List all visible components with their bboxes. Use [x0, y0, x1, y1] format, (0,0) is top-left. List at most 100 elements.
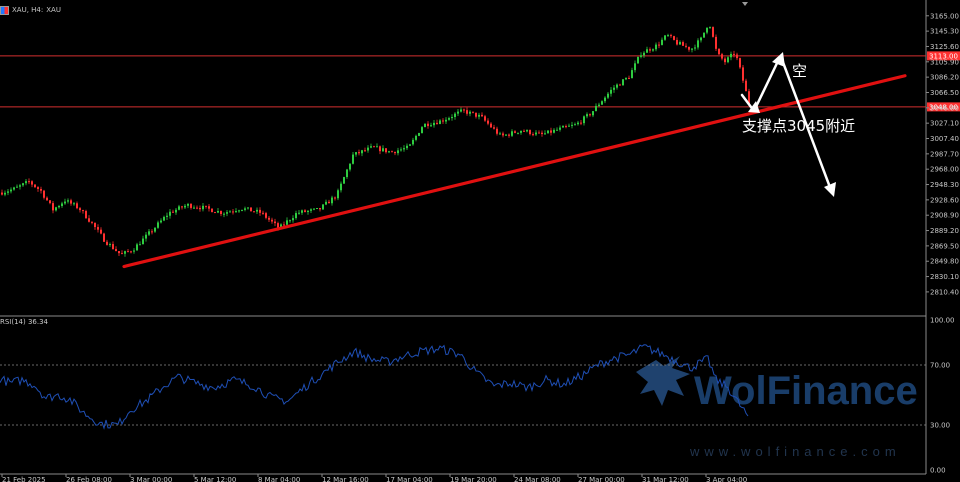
- bull-candle: [571, 124, 573, 126]
- bear-candle: [745, 80, 747, 92]
- trade-path-arrows: [740, 52, 836, 197]
- bull-candle: [340, 183, 342, 191]
- target-arrow-head-icon: [824, 182, 836, 197]
- bear-candle: [532, 134, 534, 136]
- time-tick-label: 19 Mar 20:00: [450, 476, 497, 482]
- bear-candle: [76, 203, 78, 209]
- support-trendline[interactable]: [122, 74, 907, 269]
- bear-candle: [688, 46, 690, 50]
- trendline-group: [122, 74, 907, 269]
- bull-candle: [409, 144, 411, 146]
- bull-candle: [160, 220, 162, 223]
- bull-candle: [256, 209, 258, 212]
- bull-candle: [679, 42, 681, 45]
- bull-candle: [568, 125, 570, 127]
- bull-candle: [298, 212, 300, 214]
- bear-candle: [628, 77, 630, 79]
- price-tick-label: 2928.60: [930, 196, 959, 204]
- bull-candle: [223, 213, 225, 215]
- bull-candle: [217, 211, 219, 213]
- bear-candle: [214, 212, 216, 214]
- bear-candle: [328, 201, 330, 204]
- bull-candle: [301, 210, 303, 213]
- bull-candle: [349, 163, 351, 170]
- bull-candle: [331, 197, 333, 204]
- bear-candle: [40, 188, 42, 191]
- bull-candle: [499, 133, 501, 135]
- time-tick-label: 17 Mar 04:00: [386, 476, 433, 482]
- bear-candle: [43, 190, 45, 198]
- bull-candle: [64, 201, 66, 204]
- bull-candle: [61, 203, 63, 207]
- bear-candle: [118, 251, 120, 254]
- watermark-url: www.wolfinance.com: [689, 444, 901, 459]
- price-tick-label: 2968.00: [930, 166, 959, 174]
- time-tick-label: 21 Feb 2025: [2, 476, 46, 482]
- bear-candle: [49, 200, 51, 204]
- short-annotation: 空: [792, 62, 807, 80]
- bear-candle: [259, 209, 261, 213]
- bull-candle: [592, 111, 594, 116]
- bull-candle: [610, 89, 612, 94]
- bear-candle: [529, 130, 531, 135]
- bull-candle: [469, 111, 471, 114]
- bull-candle: [664, 35, 666, 40]
- bull-candle: [4, 192, 6, 195]
- bull-candle: [25, 181, 27, 184]
- bull-candle: [280, 224, 282, 228]
- bull-candle: [415, 135, 417, 140]
- time-tick-label: 12 Mar 16:00: [322, 476, 369, 482]
- bull-candle: [19, 185, 21, 187]
- bull-candle: [637, 56, 639, 64]
- bear-candle: [268, 217, 270, 220]
- bear-candle: [538, 132, 540, 134]
- bull-candle: [382, 148, 384, 152]
- bear-candle: [364, 150, 366, 152]
- bear-candle: [733, 53, 735, 55]
- bear-candle: [472, 111, 474, 113]
- bear-candle: [484, 116, 486, 121]
- bull-candle: [352, 154, 354, 164]
- rsi-tick-label: 30.00: [930, 422, 950, 430]
- wolf-logo-icon: [636, 356, 690, 406]
- bear-candle: [724, 58, 726, 63]
- bull-candle: [646, 49, 648, 53]
- bull-candle: [310, 209, 312, 211]
- bull-candle: [727, 57, 729, 63]
- bull-candle: [667, 35, 669, 37]
- bear-candle: [514, 131, 516, 133]
- down-arrow-target: [779, 55, 833, 192]
- time-tick-label: 26 Feb 08:00: [66, 476, 112, 482]
- time-tick-label: 3 Mar 00:00: [130, 476, 172, 482]
- bull-candle: [595, 105, 597, 112]
- symbol-description: XAU: [46, 6, 61, 14]
- symbol-name: XAU, H4:: [12, 6, 44, 14]
- bear-candle: [508, 134, 510, 136]
- bull-candle: [193, 207, 195, 209]
- bull-candle: [289, 220, 291, 222]
- bull-candle: [433, 122, 435, 126]
- price-tick-label: 3046.80: [930, 104, 959, 112]
- price-tick-label: 3105.90: [930, 58, 959, 66]
- bull-candle: [445, 119, 447, 122]
- price-tick-label: 3066.50: [930, 89, 959, 97]
- price-tick-label: 3086.20: [930, 74, 959, 82]
- bear-candle: [736, 54, 738, 59]
- bull-candle: [583, 116, 585, 124]
- bull-candle: [709, 27, 711, 29]
- bull-candle: [535, 132, 537, 135]
- scroll-marker-icon[interactable]: [742, 2, 748, 6]
- bear-candle: [37, 187, 39, 189]
- bull-candle: [73, 203, 75, 205]
- bear-candle: [28, 181, 30, 183]
- bear-candle: [220, 211, 222, 214]
- bull-candle: [703, 32, 705, 38]
- bull-candle: [418, 133, 420, 136]
- bull-candle: [451, 116, 453, 119]
- bull-candle: [700, 37, 702, 41]
- time-tick-label: 24 Mar 08:00: [514, 476, 561, 482]
- bear-candle: [676, 39, 678, 45]
- bull-candle: [730, 53, 732, 58]
- bull-candle: [511, 131, 513, 136]
